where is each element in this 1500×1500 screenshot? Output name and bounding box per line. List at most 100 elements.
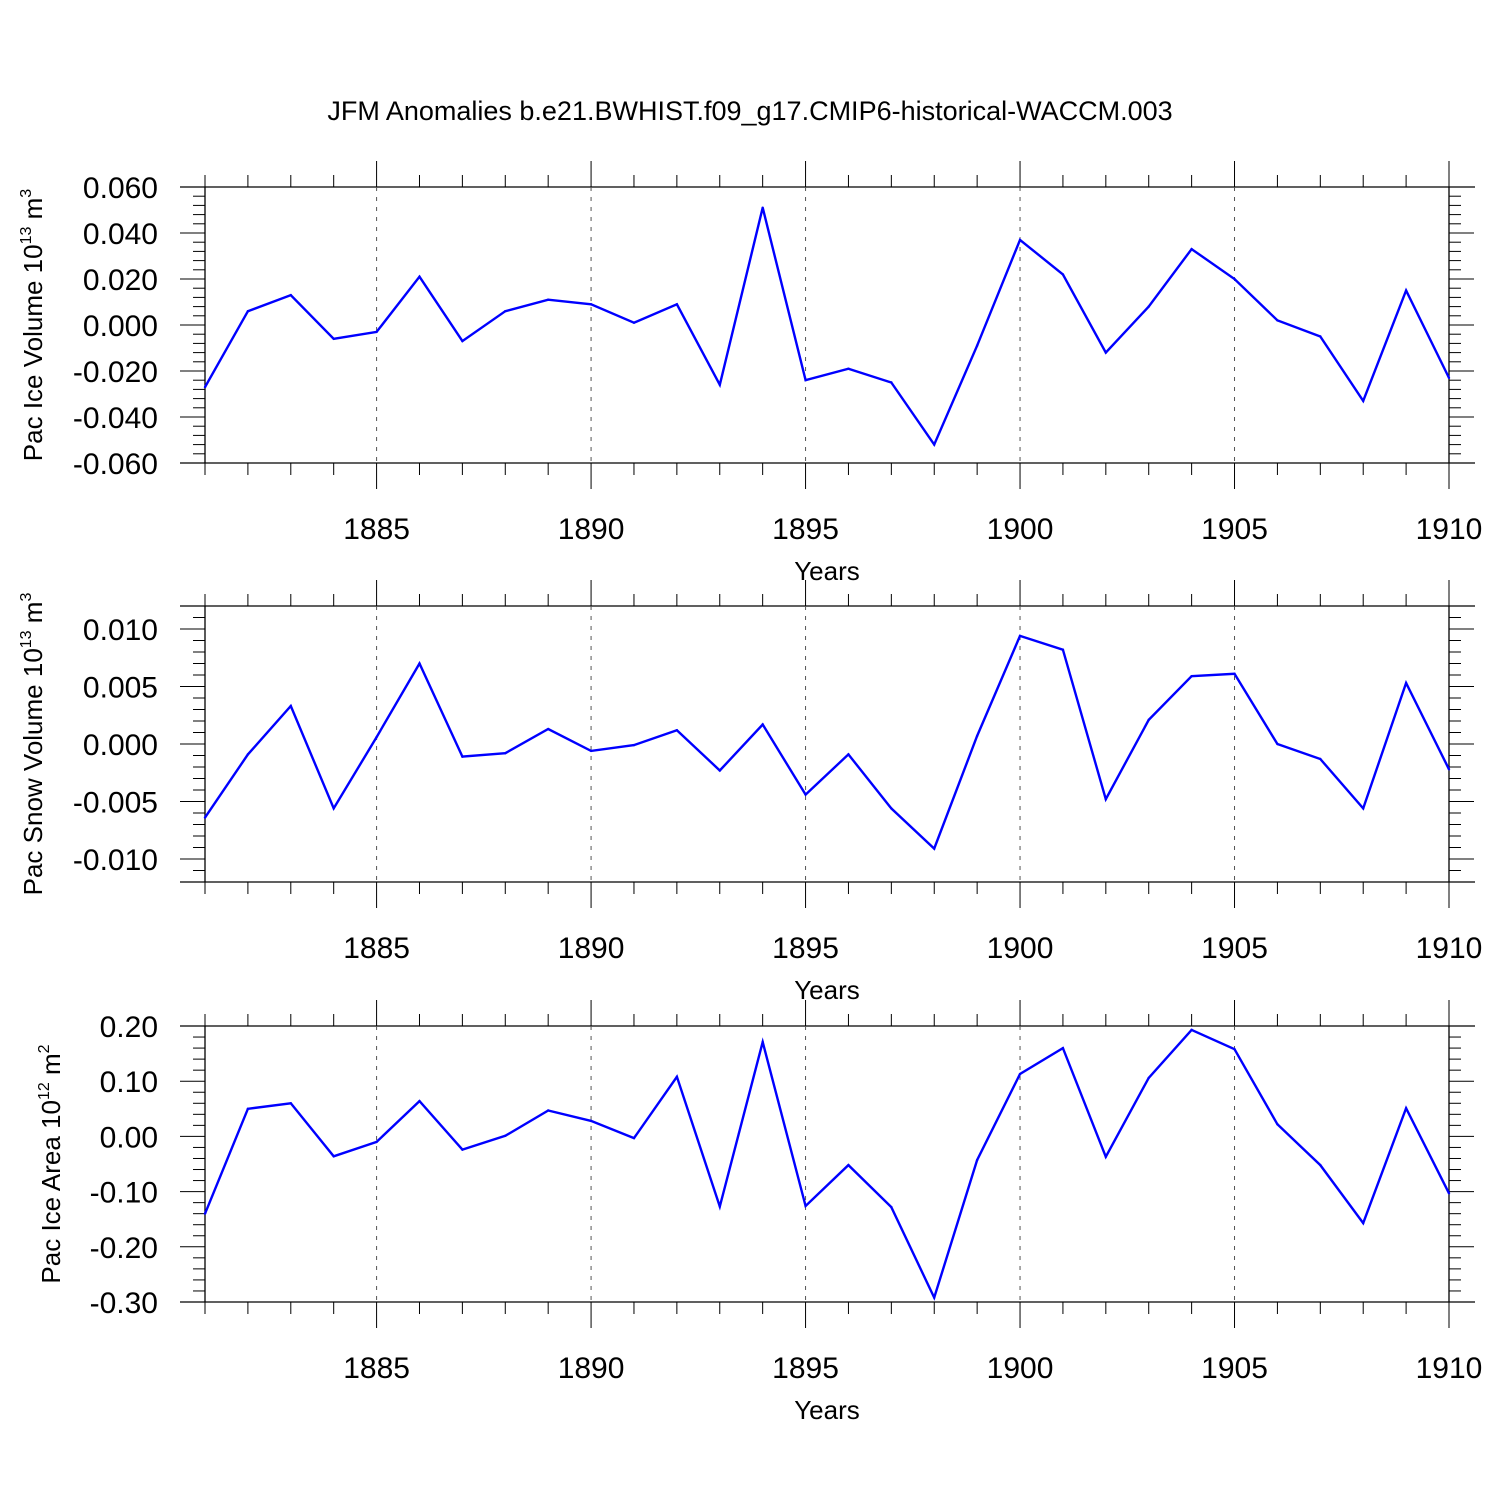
data-point <box>975 734 979 738</box>
x-tick-label: 1890 <box>558 1352 625 1385</box>
data-point <box>246 753 250 756</box>
y-axis-label: Pac Ice Area 1012 m2 <box>36 1044 66 1283</box>
data-point <box>1319 1163 1322 1167</box>
data-point <box>1061 1046 1065 1050</box>
data-point <box>1018 634 1022 638</box>
data-point <box>975 344 979 347</box>
series-line-pac-ice-volume <box>203 207 1451 448</box>
data-point <box>804 793 807 796</box>
data-point <box>718 383 721 386</box>
data-point <box>933 847 936 850</box>
x-tick-label: 1885 <box>343 513 410 546</box>
data-point <box>1061 648 1065 651</box>
data-point <box>375 1140 378 1144</box>
data-point <box>890 807 893 810</box>
x-tick-label: 1905 <box>1201 932 1268 965</box>
data-point <box>1276 319 1279 322</box>
data-point <box>461 1148 464 1151</box>
y-tick-label: 0.010 <box>83 614 158 647</box>
data-point <box>1362 807 1365 810</box>
data-point <box>1404 1107 1408 1110</box>
y-tick-label: 0.005 <box>83 672 158 705</box>
data-point <box>589 303 593 306</box>
data-point <box>375 330 378 334</box>
y-tick-label: 0.00 <box>100 1121 158 1154</box>
data-point <box>847 1163 850 1167</box>
data-point <box>332 807 335 810</box>
data-point <box>289 293 292 297</box>
y-tick-label: -0.040 <box>73 402 158 435</box>
data-point <box>1018 1072 1022 1076</box>
data-point <box>504 1134 507 1138</box>
data-point <box>546 727 550 731</box>
data-point <box>246 310 250 313</box>
data-point <box>847 753 850 756</box>
panel-snow-volume: -0.010 -0.005 0.000 0.005 0.010 1885 1890 1895 1… <box>18 580 1482 1005</box>
data-point <box>804 1204 807 1208</box>
data-point <box>1190 247 1193 251</box>
data-point <box>1104 798 1108 801</box>
y-tick-label: -0.30 <box>90 1287 158 1320</box>
data-point <box>375 735 378 739</box>
data-point <box>761 206 764 209</box>
data-point <box>589 1119 593 1123</box>
y-tick-label: 0.000 <box>83 729 158 762</box>
data-point <box>461 339 464 343</box>
data-point <box>675 303 679 306</box>
x-tick-label: 1895 <box>772 1352 839 1385</box>
data-point <box>589 749 593 753</box>
panel-ice-volume: -0.060 -0.040 -0.020 0.000 0.020 0.040 0.060 18… <box>18 161 1482 586</box>
data-point <box>546 298 550 301</box>
data-point <box>933 1296 936 1299</box>
x-tick-label: 1895 <box>772 932 839 965</box>
x-tick-label: 1910 <box>1416 1352 1483 1385</box>
data-point <box>1319 335 1322 338</box>
x-tick-label: 1885 <box>343 1352 410 1385</box>
data-point <box>675 1075 679 1078</box>
data-point <box>332 1155 335 1158</box>
data-point <box>718 769 721 772</box>
data-point <box>246 1107 250 1111</box>
y-tick-label: 0.020 <box>83 264 158 297</box>
data-point <box>1104 351 1108 354</box>
data-point <box>504 752 507 755</box>
data-point <box>418 662 421 665</box>
data-point <box>1190 1028 1193 1032</box>
data-point <box>289 1102 292 1105</box>
data-point <box>1276 1123 1279 1126</box>
x-tick-label: 1900 <box>987 513 1054 546</box>
x-tick-label: 1910 <box>1416 513 1483 546</box>
data-point <box>632 321 636 324</box>
data-point <box>1447 376 1451 380</box>
data-point <box>461 755 464 758</box>
data-point <box>890 381 893 384</box>
data-point <box>1362 399 1365 403</box>
data-point <box>1276 742 1279 746</box>
x-tick-label: 1890 <box>558 932 625 965</box>
data-point <box>718 1205 721 1208</box>
figure-title: JFM Anomalies b.e21.BWHIST.f09_g17.CMIP6… <box>327 96 1173 126</box>
data-point <box>203 1212 207 1215</box>
data-point <box>203 385 207 389</box>
y-tick-label: -0.20 <box>90 1232 158 1265</box>
data-point <box>546 1109 550 1112</box>
data-point <box>761 723 764 726</box>
data-point <box>847 367 850 370</box>
data-point <box>933 443 936 446</box>
data-point <box>1233 672 1236 676</box>
x-tick-label: 1900 <box>987 1352 1054 1385</box>
y-axis-label: Pac Snow Volume 1013 m3 <box>18 593 48 896</box>
y-axis-label: Pac Ice Volume 1013 m3 <box>18 189 48 462</box>
data-point <box>1147 1076 1150 1080</box>
data-point <box>804 379 807 382</box>
y-tick-label: -0.060 <box>73 448 158 481</box>
x-tick-label: 1895 <box>772 513 839 546</box>
series-line-pac-ice-area <box>203 1028 1451 1301</box>
series-line-pac-snow-volume <box>204 634 1451 851</box>
data-point <box>675 729 679 732</box>
y-tick-label: 0.000 <box>83 310 158 343</box>
y-tick-label: -0.020 <box>73 356 158 389</box>
data-point <box>418 275 421 278</box>
x-tick-label: 1905 <box>1201 1352 1268 1385</box>
